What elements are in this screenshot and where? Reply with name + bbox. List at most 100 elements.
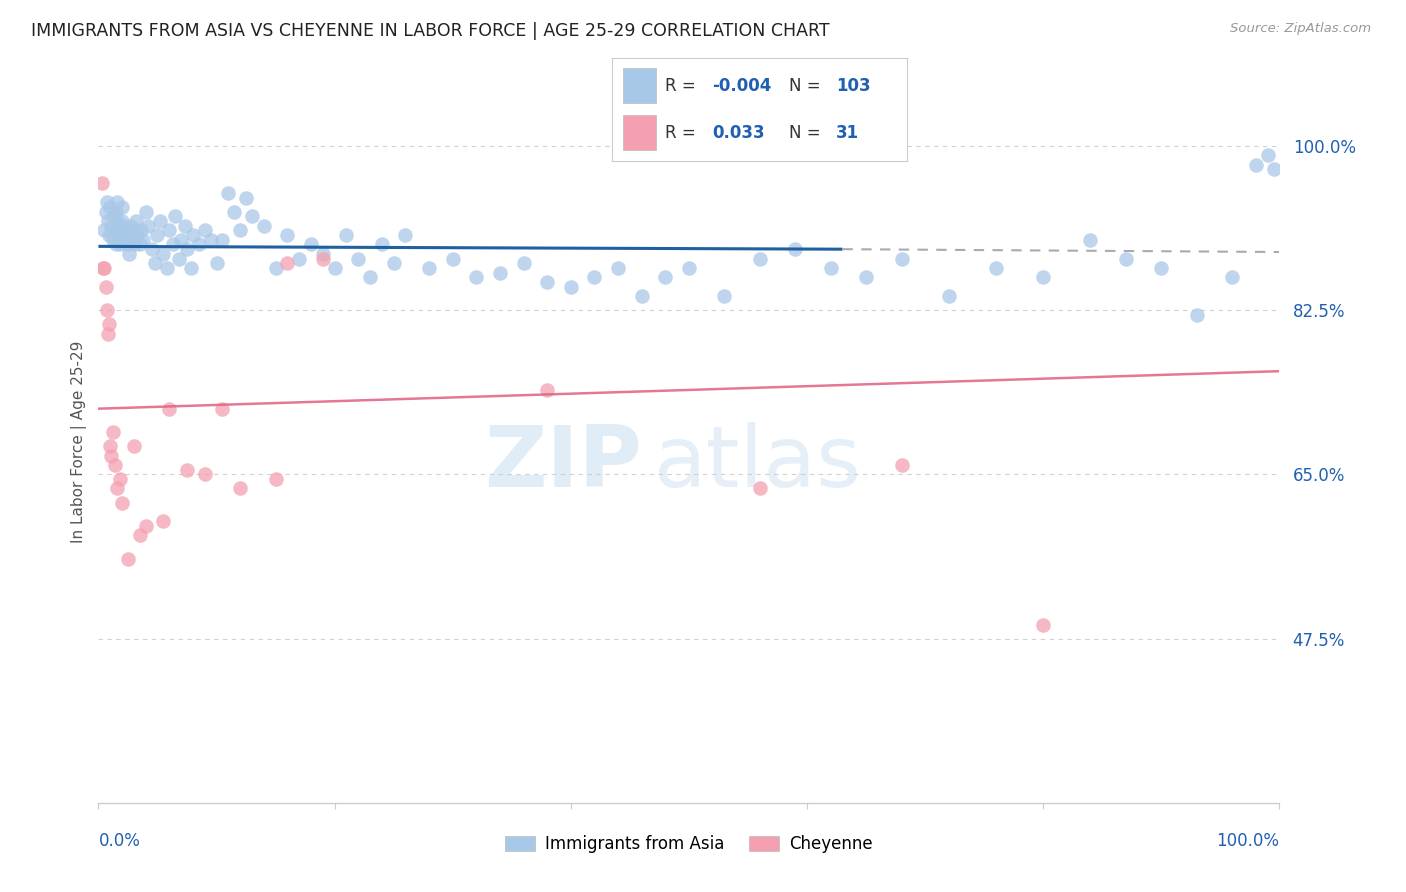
- Point: [96, 195, 118, 210]
- Point: [211, 401, 233, 416]
- Point: [112, 219, 135, 233]
- Point: [630, 289, 652, 303]
- Point: [229, 482, 252, 496]
- Point: [1257, 148, 1279, 162]
- Point: [107, 223, 129, 237]
- Point: [1032, 617, 1054, 632]
- Point: [1220, 270, 1243, 285]
- Point: [152, 247, 174, 261]
- Point: [187, 237, 209, 252]
- Point: [94, 204, 117, 219]
- Point: [441, 252, 464, 266]
- Point: [118, 247, 141, 261]
- Point: [224, 204, 246, 219]
- Point: [465, 270, 488, 285]
- Point: [105, 482, 128, 496]
- Point: [132, 233, 155, 247]
- Point: [489, 266, 512, 280]
- Y-axis label: In Labor Force | Age 25-29: In Labor Force | Age 25-29: [72, 341, 87, 542]
- Point: [122, 223, 145, 237]
- Point: [1032, 270, 1054, 285]
- Text: 0.033: 0.033: [711, 124, 765, 142]
- Point: [785, 242, 807, 256]
- Point: [1263, 162, 1285, 177]
- Point: [1080, 233, 1102, 247]
- Point: [156, 260, 179, 275]
- FancyBboxPatch shape: [623, 69, 655, 103]
- Text: N =: N =: [789, 124, 825, 142]
- Legend: Immigrants from Asia, Cheyenne: Immigrants from Asia, Cheyenne: [498, 828, 880, 860]
- Point: [105, 195, 128, 210]
- Point: [125, 214, 148, 228]
- Point: [678, 260, 700, 275]
- Point: [94, 279, 117, 293]
- Point: [96, 303, 118, 318]
- Point: [114, 223, 136, 237]
- Point: [120, 233, 142, 247]
- Point: [654, 270, 676, 285]
- Point: [93, 260, 115, 275]
- Point: [152, 514, 174, 528]
- Point: [211, 233, 233, 247]
- Point: [253, 219, 276, 233]
- Point: [124, 237, 146, 252]
- Point: [938, 289, 960, 303]
- Point: [200, 233, 222, 247]
- FancyBboxPatch shape: [623, 115, 655, 150]
- Point: [323, 260, 346, 275]
- Point: [276, 256, 298, 270]
- Text: 0.0%: 0.0%: [98, 831, 141, 850]
- Point: [371, 237, 394, 252]
- Point: [382, 256, 405, 270]
- Text: 100.0%: 100.0%: [1216, 831, 1279, 850]
- Point: [418, 260, 440, 275]
- Point: [141, 242, 163, 256]
- Point: [127, 228, 149, 243]
- Point: [104, 458, 127, 472]
- Text: 31: 31: [837, 124, 859, 142]
- Point: [1115, 252, 1137, 266]
- Point: [1150, 260, 1173, 275]
- Point: [170, 233, 193, 247]
- Point: [229, 223, 252, 237]
- Point: [129, 223, 152, 237]
- Point: [103, 210, 125, 224]
- Point: [111, 495, 134, 509]
- Point: [149, 214, 172, 228]
- Point: [855, 270, 877, 285]
- Point: [105, 204, 128, 219]
- Point: [146, 228, 169, 243]
- Point: [105, 237, 128, 252]
- Point: [117, 228, 139, 243]
- Point: [180, 260, 202, 275]
- Point: [143, 256, 166, 270]
- Point: [240, 210, 263, 224]
- Point: [181, 228, 204, 243]
- Point: [583, 270, 606, 285]
- Point: [108, 472, 131, 486]
- Point: [536, 383, 558, 397]
- Text: IMMIGRANTS FROM ASIA VS CHEYENNE IN LABOR FORCE | AGE 25-29 CORRELATION CHART: IMMIGRANTS FROM ASIA VS CHEYENNE IN LABO…: [31, 22, 830, 40]
- Text: 103: 103: [837, 77, 870, 95]
- Point: [312, 247, 335, 261]
- Point: [104, 223, 127, 237]
- Point: [128, 237, 150, 252]
- Point: [607, 260, 630, 275]
- Point: [100, 449, 122, 463]
- Point: [560, 279, 582, 293]
- Point: [890, 252, 912, 266]
- Point: [136, 219, 159, 233]
- Text: ZIP: ZIP: [484, 422, 641, 505]
- Point: [748, 252, 770, 266]
- Point: [162, 237, 184, 252]
- Point: [394, 228, 416, 243]
- Point: [115, 237, 138, 252]
- Point: [91, 260, 114, 275]
- Point: [135, 204, 157, 219]
- Point: [173, 219, 195, 233]
- Point: [1185, 308, 1208, 322]
- Point: [98, 228, 121, 243]
- Point: [97, 326, 120, 341]
- Point: [890, 458, 912, 472]
- Point: [205, 256, 228, 270]
